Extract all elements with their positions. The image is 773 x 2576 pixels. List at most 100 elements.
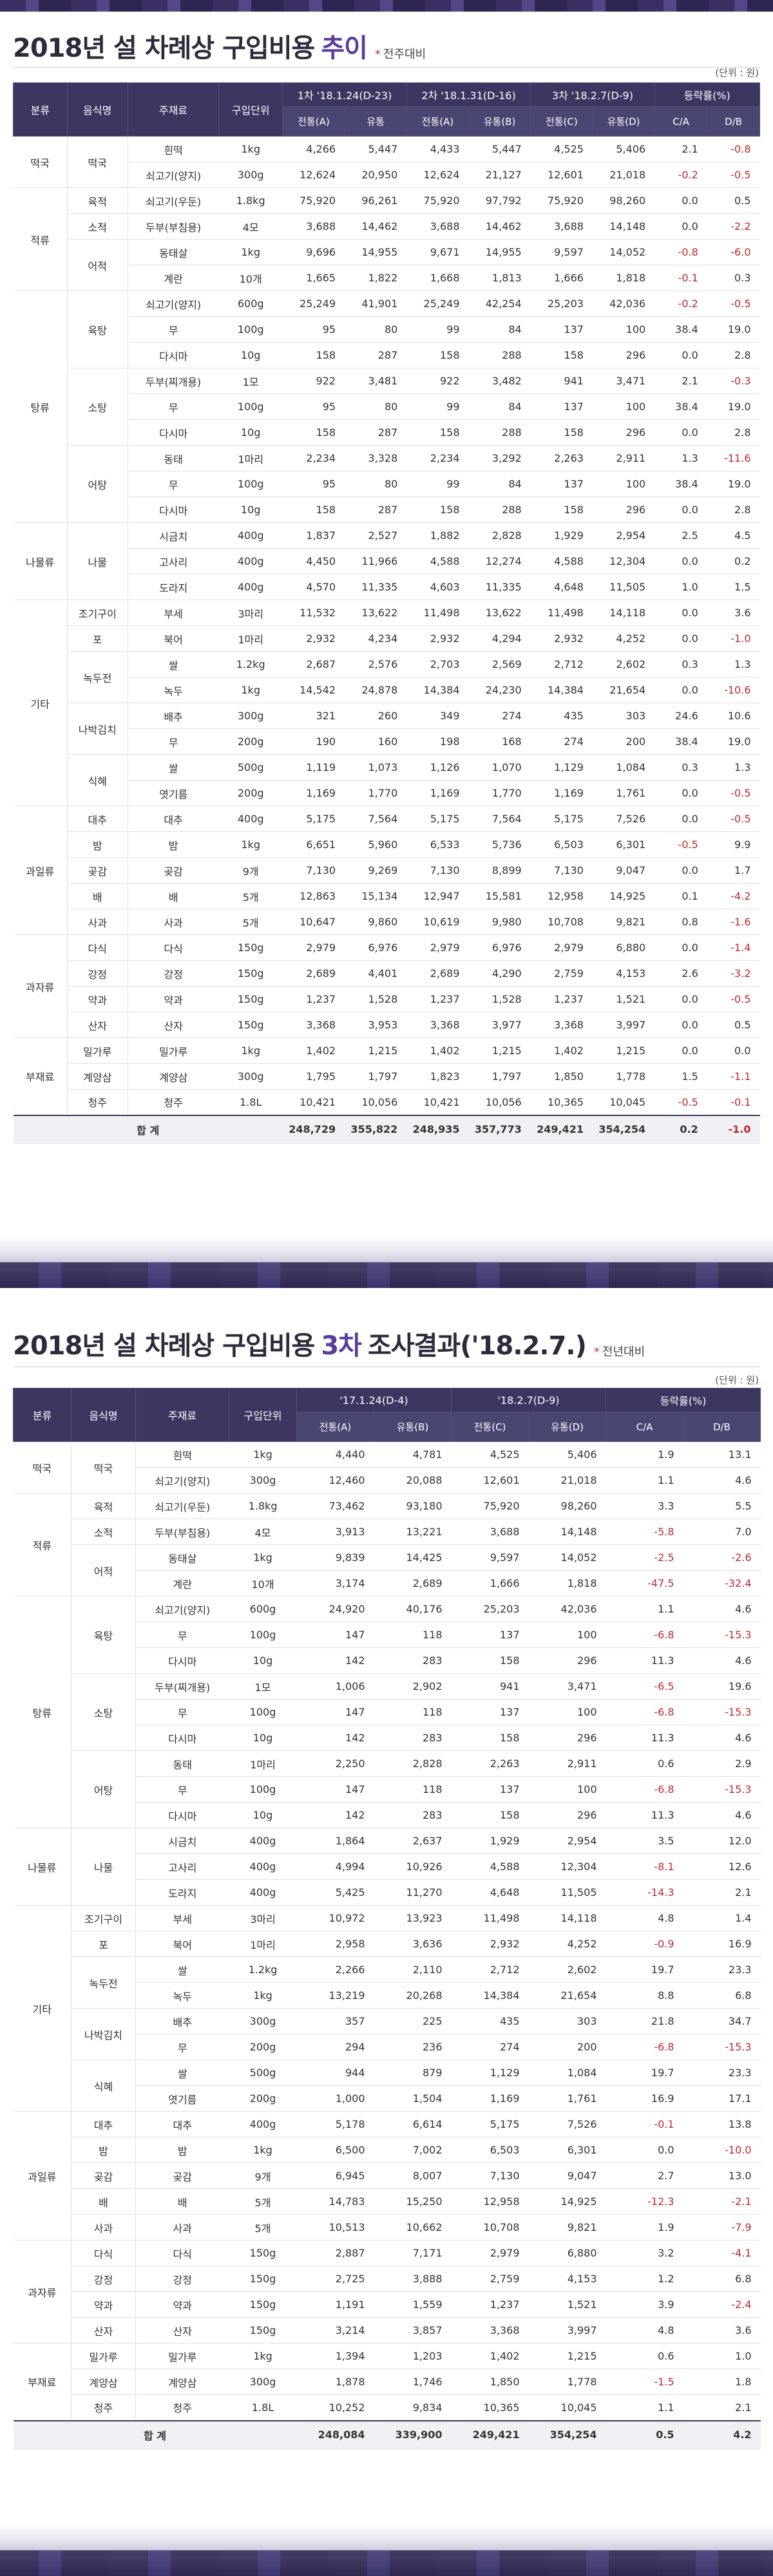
unit-cell: 1kg xyxy=(218,677,283,703)
note-text: 전주대비 xyxy=(383,48,426,61)
change-cell: 0.2 xyxy=(707,548,760,574)
ingredient-cell: 고사리 xyxy=(128,548,219,574)
change-cell: 0.0 xyxy=(654,934,707,961)
unit-cell: 300g xyxy=(218,703,283,729)
food-name-cell: 밀가루 xyxy=(67,1037,128,1064)
food-name-cell: 사과 xyxy=(71,2214,136,2240)
change-cell: 19.0 xyxy=(707,728,760,755)
price-cell: 15,250 xyxy=(374,2188,452,2215)
change-cell: -32.4 xyxy=(683,1570,761,1596)
price-cell: 296 xyxy=(592,497,655,523)
price-cell: 5,425 xyxy=(296,1879,374,1906)
table-row: 나물류 나물 시금치 400g 1,837 2,527 1,882 2,828 1,929 2,9… xyxy=(13,522,760,600)
table-row: 녹두전 쌀 1.2kg 2,687 2,576 2,703 2,569 2,712 2,602 0… xyxy=(14,651,760,703)
section1-title-main: 2018년 설 차례상 구입비용 xyxy=(13,33,315,63)
category-cell: 기타 xyxy=(13,1905,72,2112)
ingredient-cell: 계양삼 xyxy=(135,2369,229,2395)
price-cell: 1,521 xyxy=(592,986,655,1012)
change-cell: -0.9 xyxy=(606,1931,683,1957)
price-cell: 1,394 xyxy=(296,2343,374,2369)
price-cell: 5,447 xyxy=(345,136,407,162)
price-cell: 3,368 xyxy=(282,1012,345,1038)
food-name-cell: 육탕 xyxy=(67,290,128,368)
price-cell: 6,301 xyxy=(592,831,655,858)
food-name-cell: 대추 xyxy=(67,806,128,832)
change-cell: 1.0 xyxy=(683,2343,761,2369)
price-cell: 198 xyxy=(406,728,469,755)
price-cell: 99 xyxy=(406,393,469,420)
price-cell: 7,171 xyxy=(374,2240,452,2266)
price-cell: 1,818 xyxy=(528,1570,606,1596)
subheader-a: 전통(A) xyxy=(282,106,345,137)
price-cell: 10,647 xyxy=(282,909,345,935)
change-cell: 1.9 xyxy=(606,2214,683,2240)
food-name-cell: 대추 xyxy=(71,2111,136,2137)
price-cell: 147 xyxy=(296,1776,374,1803)
price-cell: 11,966 xyxy=(345,548,407,574)
price-cell: 1,770 xyxy=(345,780,407,806)
price-cell: 9,821 xyxy=(592,909,655,935)
price-cell: 294 xyxy=(296,2034,374,2060)
unit-cell: 1.8kg xyxy=(218,187,283,214)
unit-cell: 10g xyxy=(229,1802,297,1828)
change-cell: 11.3 xyxy=(606,1802,683,1828)
price-cell: 2,687 xyxy=(282,651,345,677)
ingredient-cell: 부세 xyxy=(128,600,219,626)
table-row: 무 100g 147 118 137 100 -6.8 -15.3 xyxy=(14,1622,761,1648)
price-cell: 274 xyxy=(451,2034,529,2060)
header-round1: 1차 '18.1.24(D-23) xyxy=(282,82,407,107)
table-row: 어탕 동태 1마리 2,250 2,828 2,263 2,911 0.6 2.9 xyxy=(14,1750,761,1828)
change-cell: -0.8 xyxy=(654,239,707,265)
food-name-cell: 어탕 xyxy=(67,445,128,523)
price-cell: 2,954 xyxy=(592,522,655,549)
table-row: 소탕 두부(찌개용) 1모 1,006 2,902 941 3,471 -6.5 19.6 xyxy=(14,1673,761,1751)
table-row: 고사리 400g 4,450 11,966 4,588 12,274 4,588 12,304… xyxy=(14,548,760,574)
price-cell: 98,260 xyxy=(528,1493,606,1519)
price-cell: 11,335 xyxy=(345,574,407,600)
change-cell: 1.7 xyxy=(707,857,760,884)
change-cell: -14.3 xyxy=(606,1879,683,1906)
table-row: 적류 육적 쇠고기(우둔) 1.8kg 73,462 93,180 75,920 98,260… xyxy=(13,1493,761,1596)
table-row: 과자류 다식 다식 150g 2,979 6,976 2,979 6,976 2,979 6,88… xyxy=(13,934,760,1038)
price-cell: 1,169 xyxy=(530,780,593,806)
price-cell: 1,929 xyxy=(530,522,593,549)
unit-cell: 10g xyxy=(229,1725,297,1751)
price-cell: 158 xyxy=(530,342,593,368)
table-row: 부재료 밀가루 밀가루 1kg 1,394 1,203 1,402 1,215 0.6 1.0 xyxy=(13,2343,761,2421)
change-cell: 0.0 xyxy=(654,806,707,832)
change-cell: 11.3 xyxy=(606,1725,683,1751)
change-cell: 1.5 xyxy=(707,574,760,600)
unit-cell: 150g xyxy=(218,934,283,961)
price-cell: 7,002 xyxy=(374,2137,452,2163)
change-cell: 4.8 xyxy=(606,2317,683,2344)
change-cell: 12.0 xyxy=(683,1828,761,1854)
ingredient-cell: 무 xyxy=(135,1622,229,1648)
price-cell: 9,047 xyxy=(592,857,655,884)
ingredient-cell: 쇠고기(양지) xyxy=(135,1596,229,1622)
table-row: 나박김치 배추 300g 321 260 349 274 435 303 24.6 10.6 xyxy=(14,703,760,755)
change-cell: 1.0 xyxy=(654,574,707,600)
ingredient-cell: 동태 xyxy=(128,445,219,471)
change-cell: -11.6 xyxy=(707,445,760,471)
price-cell: 4,153 xyxy=(528,2266,606,2292)
price-cell: 3,328 xyxy=(345,445,407,471)
food-name-cell: 녹두전 xyxy=(71,1956,136,2009)
change-cell: -15.3 xyxy=(683,1622,761,1648)
price-cell: 1,129 xyxy=(530,754,593,781)
price-cell: 100 xyxy=(528,1776,606,1803)
unit-cell: 1kg xyxy=(218,831,283,858)
ingredient-cell: 강정 xyxy=(135,2266,229,2292)
ingredient-cell: 다시마 xyxy=(128,497,219,523)
table-row: 과일류 대추 대추 400g 5,175 7,564 5,175 7,564 5,175 7,52… xyxy=(13,806,760,935)
price-cell: 1,000 xyxy=(296,2085,374,2112)
change-cell: -10.0 xyxy=(683,2137,761,2163)
change-cell: 0.1 xyxy=(654,883,707,909)
table-row: 도라지 400g 5,425 11,270 4,648 11,505 -14.3 2.1 xyxy=(14,1879,761,1906)
price-cell: 4,525 xyxy=(451,1441,529,1468)
price-cell: 4,648 xyxy=(451,1879,529,1906)
change-cell: 38.4 xyxy=(654,471,707,497)
price-cell: 296 xyxy=(592,419,655,446)
price-cell: 1,203 xyxy=(374,2343,452,2369)
price-cell: 1,215 xyxy=(468,1037,531,1064)
unit-cell: 300g xyxy=(229,2008,297,2034)
